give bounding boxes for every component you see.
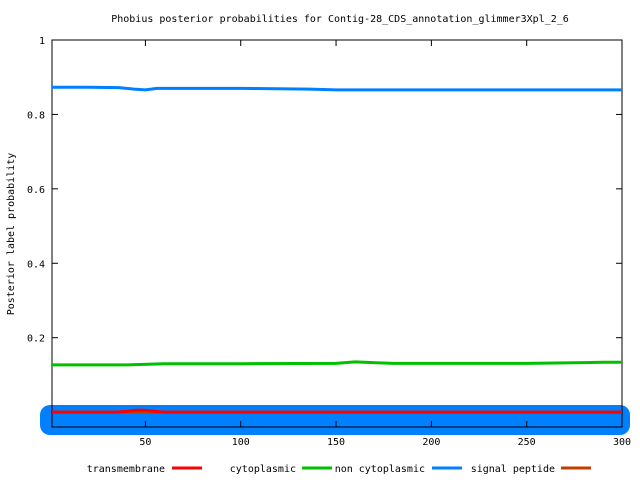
chart-title: Phobius posterior probabilities for Cont… <box>111 14 569 25</box>
cytoplasmic-line <box>52 360 622 367</box>
x-tick-label: 50 <box>139 437 151 448</box>
x-tick-label: 300 <box>613 437 631 448</box>
y-tick-label: 0.6 <box>27 185 45 196</box>
x-tick-label: 250 <box>518 437 536 448</box>
legend-label: cytoplasmic <box>230 464 296 475</box>
y-tick-label: 0.8 <box>27 110 45 121</box>
legend-label: non cytoplasmic <box>335 464 425 475</box>
y-tick-label: 0.4 <box>27 259 45 270</box>
y-axis-label: Posterior label probability <box>6 153 17 316</box>
x-tick-label: 200 <box>422 437 440 448</box>
y-tick-label: 0.2 <box>27 334 45 345</box>
y-tick-label: 1 <box>39 36 45 47</box>
signal-peptide-band <box>40 405 630 435</box>
plot-frame <box>51 39 623 428</box>
legend-label: transmembrane <box>87 464 165 475</box>
transmembrane-line <box>52 408 622 414</box>
non-cytoplasmic-line <box>52 85 622 92</box>
legend-label: signal peptide <box>471 464 555 475</box>
x-tick-label: 100 <box>232 437 250 448</box>
x-tick-label: 150 <box>327 437 345 448</box>
band-fill <box>40 405 630 435</box>
